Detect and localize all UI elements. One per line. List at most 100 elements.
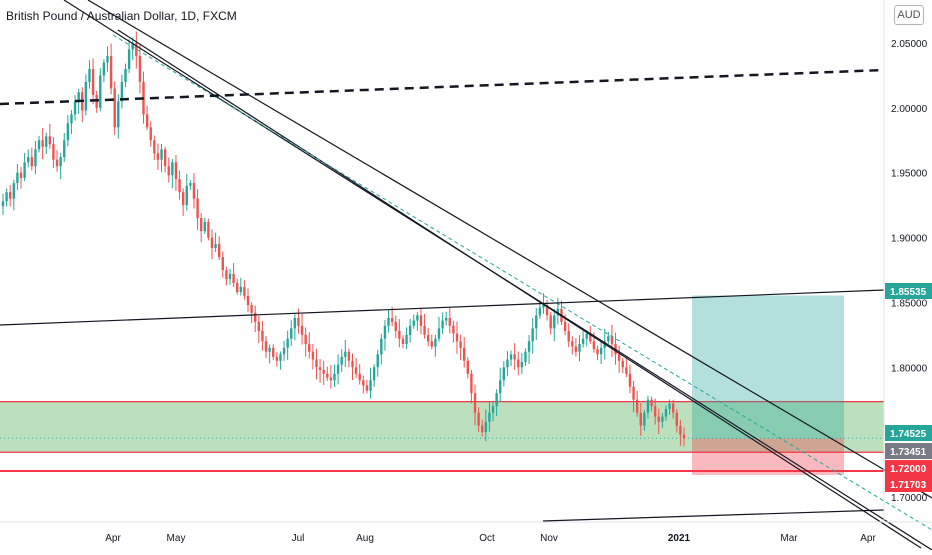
candle-body — [524, 351, 527, 363]
candle-body — [210, 237, 214, 248]
candle-body — [135, 43, 138, 56]
channel-mid-line — [112, 34, 932, 531]
candle-body — [178, 179, 181, 193]
candle-body — [369, 380, 372, 391]
horizontal-resistance-line — [0, 289, 885, 326]
candle-body — [538, 307, 542, 316]
y-tick-label: 1.80000 — [891, 363, 928, 374]
candle-body — [459, 341, 462, 348]
candle-body — [394, 321, 397, 331]
candle-body — [250, 305, 253, 313]
channel-upper-line — [87, 0, 932, 499]
candle-body — [463, 347, 466, 361]
candle-body — [174, 162, 178, 180]
candle-body — [9, 192, 12, 199]
candle-body — [610, 336, 614, 344]
candle-body — [45, 136, 48, 147]
candle-body — [607, 336, 610, 342]
candle-body — [12, 183, 16, 199]
candle-body — [495, 393, 498, 407]
candle-body — [117, 101, 120, 128]
candle-body — [646, 399, 650, 413]
candles — [1, 31, 686, 447]
candle-body — [477, 412, 480, 426]
candle-body — [138, 55, 142, 82]
candle-body — [315, 359, 318, 368]
candle-body — [430, 341, 433, 347]
candle-body — [286, 338, 289, 348]
candle-body — [466, 360, 470, 374]
candle-body — [181, 192, 185, 206]
candle-body — [398, 330, 401, 339]
price-label: 1.73451 — [885, 443, 932, 459]
candle-body — [156, 153, 160, 160]
candle-body — [30, 157, 34, 167]
currency-badge[interactable]: AUD — [894, 5, 924, 25]
candle-body — [452, 325, 455, 334]
candle-body — [322, 369, 325, 374]
candle-body — [282, 347, 286, 355]
y-tick-label: 1.70000 — [891, 493, 928, 504]
candle-body — [671, 403, 675, 413]
candle-body — [329, 377, 333, 381]
x-tick-label: Oct — [479, 533, 495, 544]
candle-body — [185, 185, 188, 206]
candle-body — [653, 406, 657, 417]
candle-body — [657, 416, 660, 422]
candle-body — [1, 201, 5, 207]
candle-body — [160, 149, 163, 160]
candle-body — [70, 114, 73, 124]
candle-body — [27, 157, 30, 163]
candle-body — [340, 356, 343, 365]
candle-body — [77, 92, 80, 102]
candle-body — [423, 325, 426, 335]
candle-body — [448, 317, 451, 326]
candle-body — [563, 321, 567, 331]
candle-body — [16, 172, 19, 184]
candle-body — [279, 354, 282, 361]
candle-body — [214, 244, 217, 248]
price-label-text: 1.73451 — [890, 447, 927, 458]
candle-body — [19, 172, 23, 178]
bottom-trendline — [542, 509, 885, 522]
candle-body — [650, 399, 653, 407]
candle-body — [517, 359, 520, 368]
time-axis: Apr May Jul Aug Oct Nov 2021 Mar Apr — [0, 521, 932, 544]
x-tick-label: Aug — [356, 533, 374, 544]
candle-body — [408, 325, 412, 335]
candle-body — [596, 349, 599, 355]
candle-body — [264, 341, 268, 352]
candle-body — [239, 286, 243, 293]
candle-body — [412, 320, 415, 326]
candle-body — [225, 270, 228, 280]
candle-body — [632, 386, 635, 400]
candle-body — [635, 399, 639, 413]
candle-body — [106, 55, 109, 63]
candle-body — [311, 351, 315, 360]
candle-body — [73, 101, 77, 115]
candle-body — [574, 346, 578, 352]
candle-body — [347, 351, 351, 361]
candle-body — [243, 286, 246, 296]
price-label-bg — [885, 460, 932, 476]
candle-body — [491, 406, 495, 413]
candle-body — [679, 425, 682, 435]
candle-body — [484, 421, 488, 433]
candle-body — [5, 192, 8, 202]
candle-body — [308, 343, 311, 352]
candle-body — [599, 347, 603, 355]
x-tick-label: May — [167, 533, 186, 544]
price-label-bg — [885, 476, 932, 492]
candle-body — [88, 68, 91, 82]
candle-body — [527, 341, 531, 352]
candle-body — [390, 317, 394, 322]
candle-body — [481, 425, 484, 433]
candle-body — [268, 347, 271, 352]
candle-body — [344, 351, 347, 357]
candle-body — [333, 373, 336, 381]
candle-body — [585, 333, 588, 339]
candle-body — [199, 218, 203, 232]
x-tick-label: Apr — [860, 533, 876, 544]
